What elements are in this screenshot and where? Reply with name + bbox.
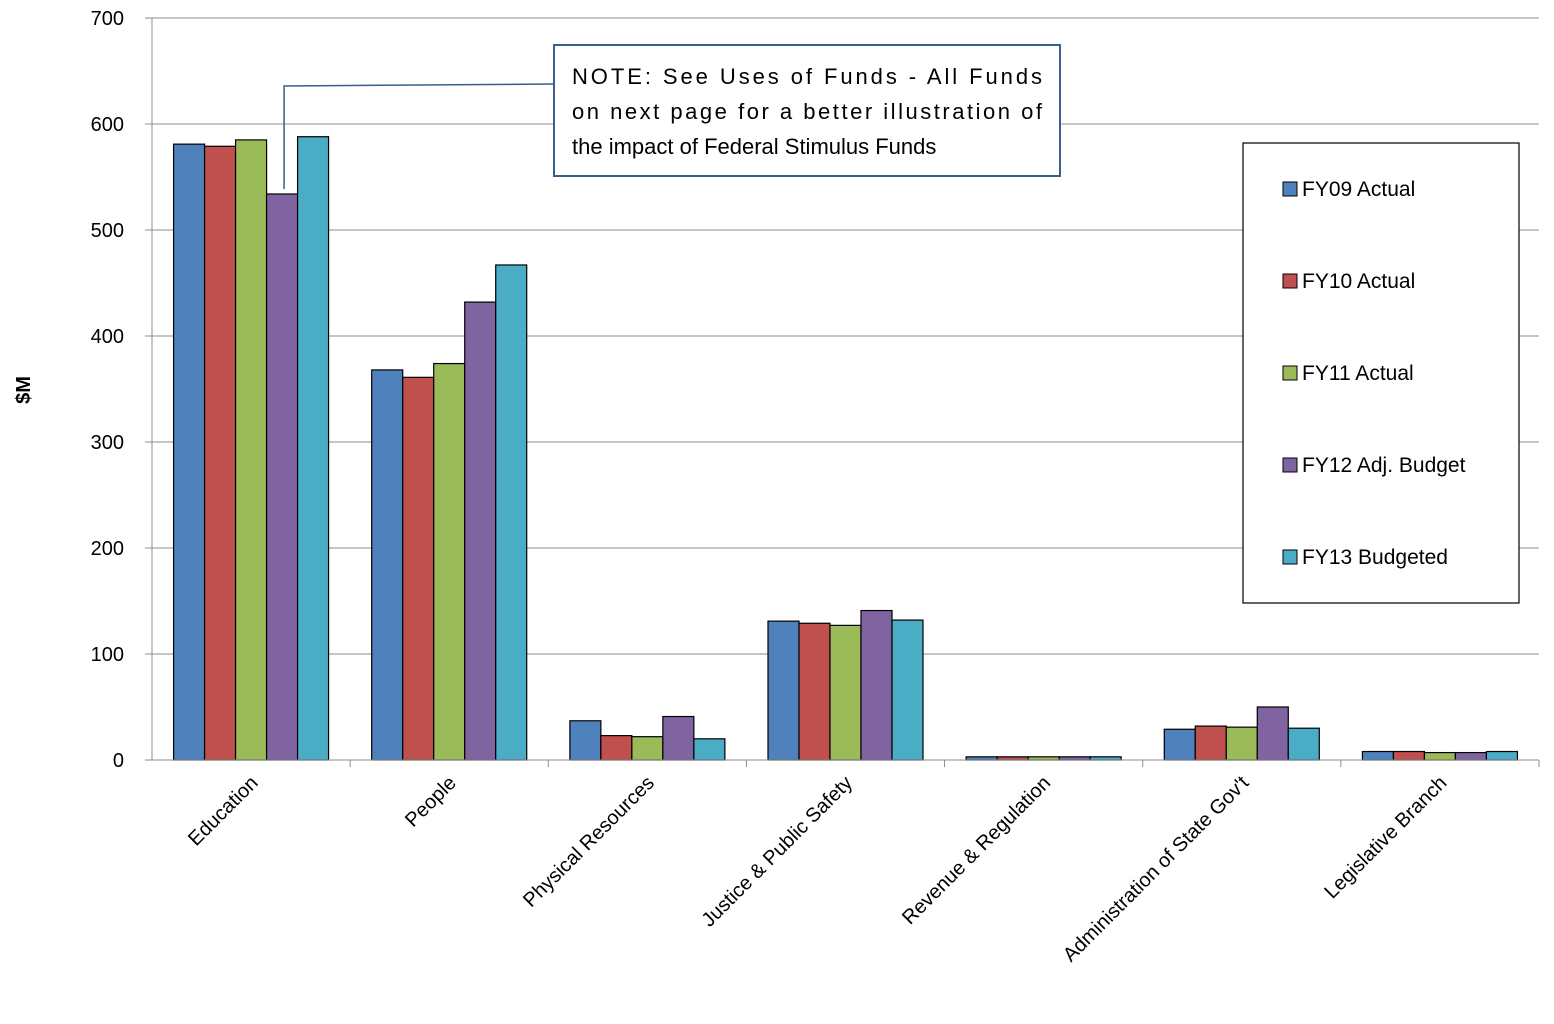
x-category-label: Justice & Public Safety (698, 772, 857, 931)
note-text-line: NOTE: See Uses of Funds - All Funds (572, 64, 1042, 89)
note-text-line: on next page for a better illustration o… (572, 99, 1043, 124)
y-tick-label: 500 (91, 220, 124, 242)
bar (296, 136, 330, 761)
bar (829, 624, 862, 761)
y-tick-label: 100 (91, 644, 124, 666)
bar (265, 193, 299, 761)
bar (662, 715, 695, 761)
bar (631, 736, 664, 761)
bar (433, 362, 466, 761)
bar (172, 143, 206, 761)
note-text-line: the impact of Federal Stimulus Funds (572, 134, 936, 159)
bar (203, 145, 237, 761)
bar (1287, 727, 1320, 761)
legend-entry: FY10 Actual (1302, 270, 1415, 293)
bar (693, 738, 726, 761)
bar (1163, 728, 1196, 761)
note-box (553, 44, 1061, 177)
bar (371, 369, 404, 761)
bar (495, 264, 528, 761)
bar (1392, 750, 1426, 761)
legend-entry: FY09 Actual (1302, 178, 1415, 201)
x-category-label: Revenue & Regulation (898, 772, 1055, 929)
bar (600, 735, 633, 761)
x-category-label: Physical Resources (519, 772, 659, 912)
legend-entry: FY11 Actual (1302, 362, 1414, 385)
y-tick-label: 300 (91, 432, 124, 454)
bar (464, 301, 497, 761)
bar (1256, 706, 1289, 761)
legend-swatch (1282, 273, 1298, 289)
y-axis-label: $M (13, 376, 35, 404)
x-category-label: Education (184, 772, 262, 850)
legend-swatch (1282, 549, 1298, 565)
bar (1194, 725, 1227, 761)
x-category-label: Administration of State Gov't (1059, 772, 1254, 967)
x-category-label: Legislative Branch (1320, 772, 1451, 903)
legend-swatch (1282, 365, 1298, 381)
bar (1225, 726, 1258, 761)
legend-entry: FY13 Budgeted (1302, 546, 1448, 569)
bar (1454, 751, 1488, 761)
legend-swatch (1282, 457, 1298, 473)
note-leader-line (283, 83, 555, 189)
legend-entry: FY12 Adj. Budget (1302, 454, 1466, 477)
bar (569, 720, 602, 761)
bar (798, 622, 831, 761)
bar (1423, 751, 1457, 761)
y-tick-label: 400 (91, 326, 124, 348)
bar (891, 619, 924, 761)
bar (860, 609, 893, 761)
bar (402, 376, 435, 761)
y-tick-label: 200 (91, 538, 124, 560)
bar (234, 139, 268, 761)
legend-swatch (1282, 181, 1298, 197)
bar (767, 620, 800, 761)
y-tick-label: 0 (113, 750, 124, 772)
bar (1485, 750, 1519, 761)
bar (1361, 750, 1395, 761)
y-tick-label: 700 (91, 8, 124, 30)
x-category-label: People (401, 772, 461, 832)
y-tick-label: 600 (91, 114, 124, 136)
